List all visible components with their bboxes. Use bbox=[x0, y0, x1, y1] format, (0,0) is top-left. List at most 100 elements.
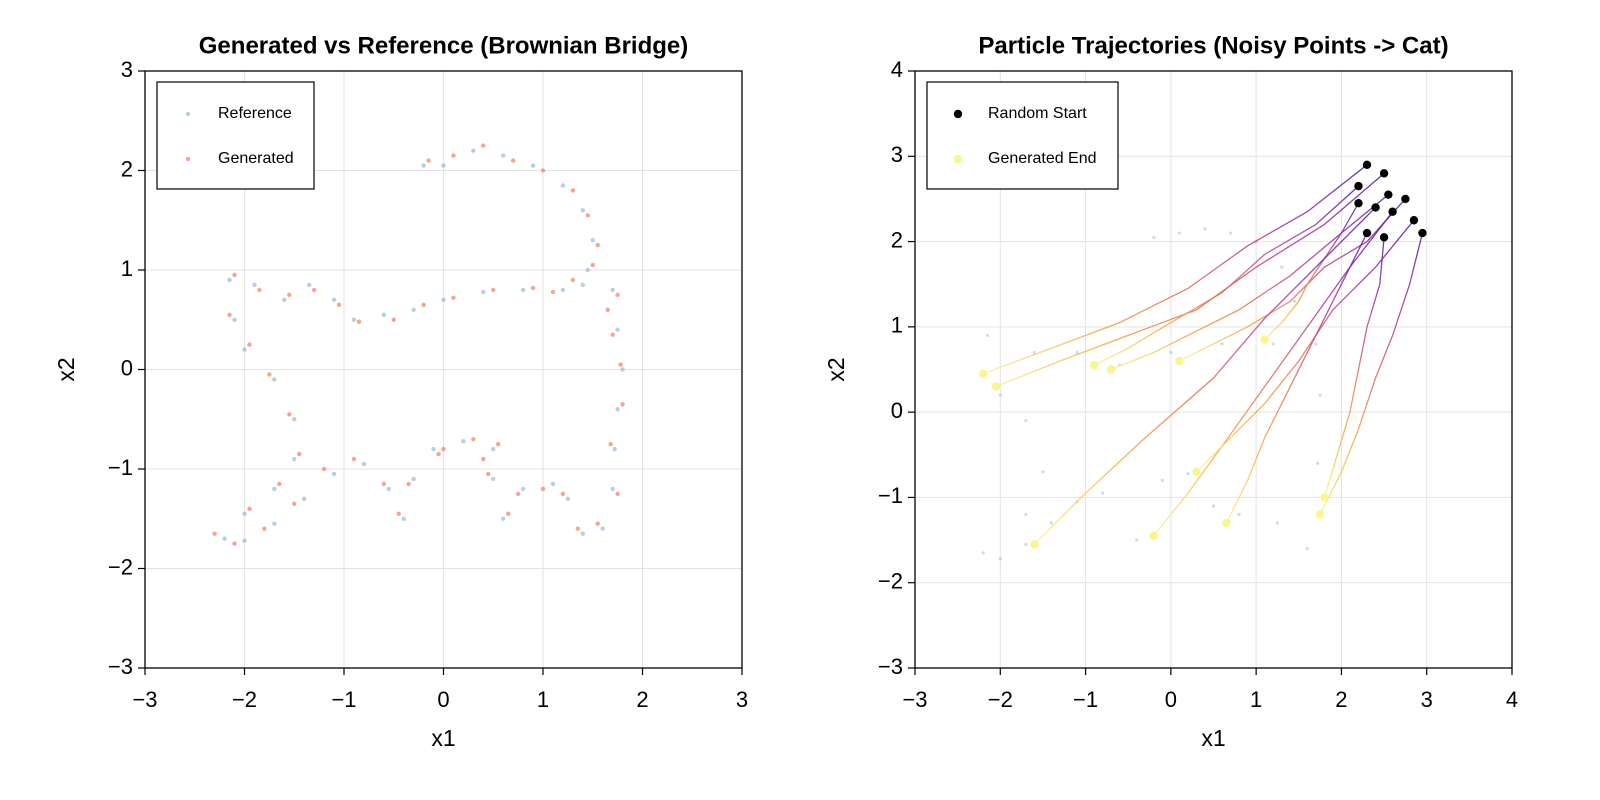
scatter-point bbox=[550, 289, 556, 295]
scatter-point bbox=[1260, 335, 1269, 344]
background-point bbox=[1075, 350, 1079, 355]
legend-label: Random Start bbox=[988, 105, 1087, 122]
legend-box bbox=[156, 81, 315, 190]
legend-marker bbox=[953, 109, 963, 119]
scatter-point bbox=[426, 158, 431, 163]
scatter-point bbox=[510, 158, 516, 163]
scatter-point bbox=[292, 501, 297, 507]
scatter-point bbox=[411, 307, 416, 312]
scatter-point bbox=[540, 486, 546, 492]
scatter-point bbox=[212, 531, 217, 536]
background-point bbox=[1275, 521, 1280, 525]
legend-marker bbox=[185, 111, 191, 117]
background-point bbox=[1186, 471, 1190, 476]
scatter-point bbox=[1320, 493, 1329, 502]
x-axis-label: x1 bbox=[431, 725, 455, 751]
scatter-point bbox=[242, 538, 247, 543]
background-point bbox=[1160, 478, 1164, 482]
scatter-point bbox=[481, 456, 486, 462]
scatter-point bbox=[580, 282, 585, 288]
background-point bbox=[1135, 538, 1139, 542]
scatter-point bbox=[321, 466, 327, 472]
trajectory bbox=[1110, 194, 1389, 371]
scatter-point bbox=[1362, 228, 1372, 238]
y-tick-label: 1 bbox=[121, 256, 133, 281]
legend-box bbox=[926, 81, 1119, 190]
y-tick-label: 0 bbox=[121, 355, 133, 380]
scatter-point bbox=[257, 287, 262, 293]
scatter-point bbox=[580, 208, 585, 213]
background-point bbox=[985, 333, 990, 337]
legend-label: Generated bbox=[218, 150, 294, 167]
y-tick-label: −1 bbox=[878, 483, 903, 508]
scatter-point bbox=[590, 237, 595, 243]
scatter-point bbox=[570, 188, 576, 193]
scatter-point bbox=[605, 307, 610, 312]
scatter-point bbox=[1192, 467, 1201, 477]
scatter-point bbox=[610, 332, 615, 337]
scatter-point bbox=[991, 382, 1001, 391]
scatter-point bbox=[311, 287, 317, 293]
y-tick-label: 2 bbox=[121, 156, 133, 181]
scatter-point bbox=[481, 143, 486, 148]
scatter-point bbox=[501, 153, 506, 158]
x-tick-label: −1 bbox=[1073, 687, 1098, 712]
trajectory bbox=[1179, 198, 1406, 362]
scatter-point bbox=[1379, 169, 1389, 178]
scatter-point bbox=[585, 213, 590, 218]
background-point bbox=[1271, 342, 1275, 346]
scatter-point bbox=[386, 486, 391, 492]
background-point bbox=[981, 551, 985, 555]
legend-marker bbox=[953, 154, 963, 164]
scatter-point bbox=[560, 491, 566, 497]
scatter-point bbox=[272, 521, 277, 526]
scatter-point bbox=[421, 302, 426, 308]
y-tick-label: −1 bbox=[108, 455, 133, 480]
trajectory bbox=[1319, 232, 1424, 515]
trajectory bbox=[1264, 202, 1360, 341]
scatter-point bbox=[232, 541, 237, 546]
trajectory bbox=[1195, 219, 1415, 473]
scatter-point bbox=[1418, 228, 1427, 238]
y-tick-label: −3 bbox=[108, 654, 133, 679]
background-point bbox=[1049, 521, 1054, 525]
scatter-point bbox=[1106, 365, 1116, 374]
trajectory bbox=[1153, 211, 1394, 537]
scatter-point bbox=[565, 496, 571, 502]
scatter-point bbox=[277, 481, 282, 487]
x-tick-label: 0 bbox=[1165, 687, 1177, 712]
scatter-point bbox=[620, 402, 625, 407]
scatter-point bbox=[471, 148, 476, 153]
background-point bbox=[1101, 491, 1105, 495]
scatter-point bbox=[451, 153, 456, 158]
x-tick-label: −3 bbox=[902, 687, 927, 712]
trajectory bbox=[1093, 185, 1359, 366]
legend-label: Generated End bbox=[988, 150, 1097, 167]
scatter-point bbox=[401, 516, 406, 521]
y-tick-label: 1 bbox=[891, 313, 903, 338]
background-point bbox=[1041, 470, 1045, 474]
scatter-point bbox=[608, 441, 613, 447]
background-point bbox=[998, 393, 1002, 397]
scatter-point bbox=[351, 317, 357, 322]
y-tick-label: −2 bbox=[108, 554, 133, 579]
scatter-point bbox=[501, 516, 506, 521]
scatter-point bbox=[595, 521, 600, 526]
background-point bbox=[1280, 265, 1284, 269]
scatter-point bbox=[351, 456, 357, 462]
scatter-point bbox=[1315, 510, 1325, 519]
scatter-point bbox=[441, 297, 446, 303]
background-point bbox=[1024, 419, 1028, 423]
scatter-point bbox=[1379, 233, 1389, 242]
x-tick-label: 3 bbox=[736, 687, 748, 712]
scatter-point bbox=[227, 312, 232, 317]
y-tick-label: 4 bbox=[891, 57, 903, 82]
scatter-point bbox=[1362, 160, 1372, 170]
scatter-point bbox=[451, 295, 456, 301]
scatter-point bbox=[222, 536, 227, 541]
background-point bbox=[1024, 512, 1028, 517]
scatter-point bbox=[406, 481, 411, 487]
y-tick-label: 2 bbox=[891, 227, 903, 252]
scatter-point bbox=[292, 417, 297, 422]
